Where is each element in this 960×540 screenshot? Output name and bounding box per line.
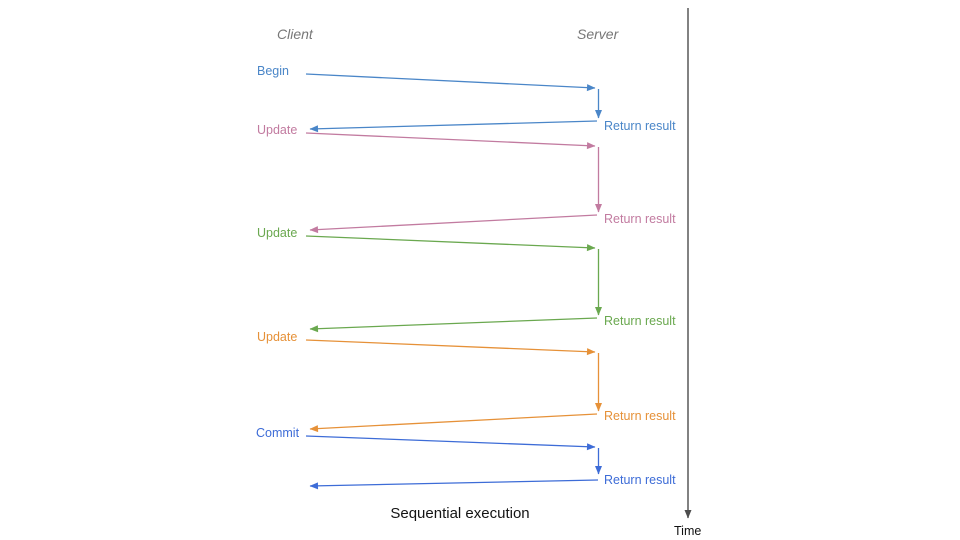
time-axis-label: Time	[674, 524, 702, 538]
return-label-update-1: Return result	[604, 212, 676, 226]
server-column-header: Server	[577, 26, 619, 42]
op-update-2-arrows	[305, 235, 602, 333]
op-begin-arrows	[305, 73, 602, 133]
return-label-update-2: Return result	[604, 314, 676, 328]
request-label-update-3: Update	[257, 330, 298, 344]
request-label-commit: Commit	[256, 426, 300, 440]
op-update-1-arrows	[305, 132, 602, 234]
return-arrow	[309, 120, 598, 133]
return-arrow	[309, 214, 598, 234]
request-label-update-2: Update	[257, 226, 298, 240]
request-arrow	[305, 132, 596, 150]
op-commit-arrows	[305, 435, 602, 490]
return-arrow	[309, 413, 598, 433]
request-arrow	[305, 435, 596, 451]
op-update-3-arrows	[305, 339, 602, 433]
return-arrow	[309, 479, 599, 490]
request-arrow	[305, 73, 596, 92]
request-label-begin: Begin	[257, 64, 289, 78]
diagram-title: Sequential execution	[390, 505, 530, 522]
client-column-header: Client	[277, 26, 313, 42]
return-label-commit: Return result	[604, 473, 676, 487]
request-label-update-1: Update	[257, 123, 298, 137]
request-arrow	[305, 339, 596, 356]
return-label-update-3: Return result	[604, 409, 676, 423]
request-arrow	[305, 235, 596, 252]
return-label-begin: Return result	[604, 119, 676, 133]
return-arrow	[309, 317, 598, 333]
